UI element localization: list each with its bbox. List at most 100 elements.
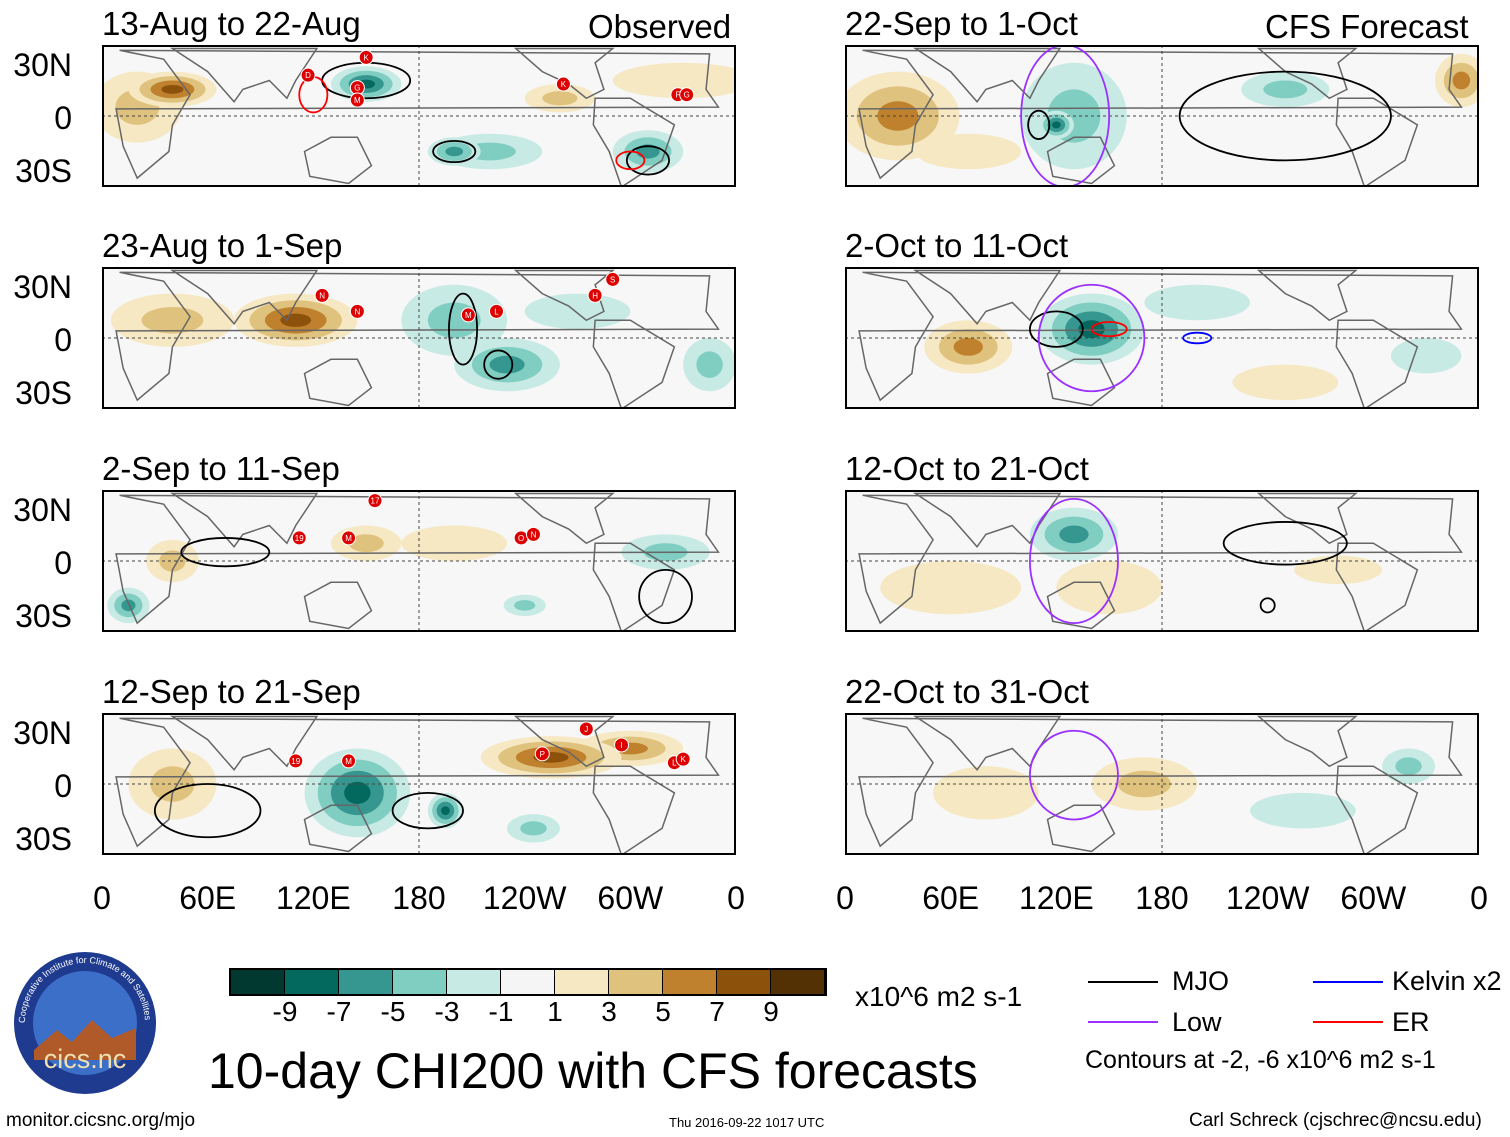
- mjo-contour: [625, 145, 670, 176]
- storm-marker: L: [488, 303, 504, 319]
- anomaly-patch: [441, 806, 450, 816]
- storm-marker: N: [314, 287, 330, 303]
- coastline: [1046, 136, 1116, 185]
- latitude-label: 0: [54, 322, 72, 358]
- longitude-label: 0: [1470, 880, 1488, 916]
- latitude-label: 30S: [15, 821, 72, 857]
- coastline: [858, 49, 1463, 180]
- storm-label: M: [345, 757, 352, 766]
- storm-label: L: [494, 307, 499, 316]
- storm-marker: O: [513, 530, 529, 546]
- storm-label: 19: [291, 757, 300, 766]
- er-contour: [298, 76, 329, 114]
- anomaly-patch: [1250, 792, 1356, 829]
- storm-marker: M: [460, 307, 476, 323]
- colorbar-swatch: [339, 970, 393, 994]
- low-legend-label: Low: [1172, 1007, 1222, 1037]
- coastline: [115, 49, 720, 180]
- low-contour: [1020, 47, 1111, 185]
- storm-label: 17: [371, 497, 380, 506]
- mjo-contour: [1178, 70, 1392, 162]
- low-contour: [1037, 283, 1146, 393]
- colorbar-swatch: [231, 970, 285, 994]
- coastline: [303, 136, 373, 185]
- storm-marker: 19: [291, 530, 307, 546]
- colorbar-tick-label: -7: [326, 996, 352, 1027]
- coastline: [1256, 715, 1358, 768]
- storm-label: J: [584, 725, 588, 734]
- storm-marker: N: [525, 526, 541, 542]
- storm-label: S: [610, 275, 615, 284]
- storm-marker: M: [349, 92, 365, 108]
- anomaly-patch: [1390, 338, 1462, 374]
- anomaly-patch: [1056, 561, 1162, 615]
- panel-title: 22-Oct to 31-Oct: [845, 673, 1089, 710]
- longitude-label: 120W: [482, 880, 567, 916]
- source-url[interactable]: monitor.cicsnc.org/mjo: [6, 1110, 196, 1131]
- coastline: [1335, 542, 1419, 630]
- longitude-label: 60W: [597, 880, 664, 916]
- storm-label: D: [305, 71, 311, 80]
- anomaly-patch: [542, 91, 578, 106]
- storm-label: G: [354, 84, 360, 93]
- low-contour: [1029, 729, 1119, 821]
- latitude-label: 0: [54, 545, 72, 581]
- coastline: [303, 358, 373, 407]
- coastline: [1046, 804, 1116, 853]
- latitude-label: 30S: [15, 598, 72, 634]
- storm-label: 19: [295, 534, 304, 543]
- mjo-contour: [391, 791, 464, 830]
- colorbar-tick-label: 5: [655, 996, 671, 1027]
- latitude-label: 0: [54, 100, 72, 136]
- kelvin-legend-line: [1313, 981, 1383, 983]
- longitude-label: 180: [1135, 880, 1189, 916]
- anomaly-patch: [161, 84, 184, 94]
- coastline: [858, 494, 1463, 625]
- colorbar-swatch: [771, 970, 825, 994]
- map-panel: N N M L H S: [102, 267, 736, 409]
- anomaly-patch: [524, 293, 631, 330]
- coastline: [1046, 358, 1116, 407]
- mjo-contour: [1027, 109, 1051, 140]
- longitude-label: 0: [93, 880, 111, 916]
- longitude-label: 180: [392, 880, 446, 916]
- contour-note: Contours at -2, -6 x10^6 m2 s-1: [1085, 1046, 1436, 1074]
- storm-label: M: [465, 311, 472, 320]
- coastline: [169, 269, 319, 326]
- coastline: [1335, 97, 1419, 185]
- panel-title: 2-Sep to 11-Sep: [102, 450, 340, 487]
- coastline: [592, 319, 676, 407]
- colorbar-tick-label: -3: [434, 996, 460, 1027]
- mjo-legend-label: MJO: [1172, 966, 1229, 996]
- coastline: [513, 715, 615, 768]
- storm-marker: 19: [288, 753, 304, 769]
- colorbar-tick-label: 1: [547, 996, 563, 1027]
- anomaly-patch: [514, 600, 536, 611]
- longitude-label: 60W: [1340, 880, 1407, 916]
- anomaly-patch: [933, 766, 1039, 820]
- coastline: [1256, 47, 1358, 100]
- figure-title: 10-day CHI200 with CFS forecasts: [208, 1043, 978, 1099]
- map-panel: 19 M 17 O N: [102, 490, 736, 632]
- anomaly-patch: [401, 525, 508, 561]
- storm-label: K: [363, 53, 369, 62]
- colorbar-tick-label: -9: [272, 996, 298, 1027]
- storm-marker: D: [300, 67, 316, 83]
- mjo-contour: [1259, 597, 1276, 614]
- mjo-contour: [1029, 310, 1084, 348]
- storm-marker: S: [605, 271, 621, 287]
- logo-text: cics.nc: [44, 1044, 127, 1074]
- panel-title: 12-Sep to 21-Sep: [102, 673, 361, 710]
- map-panel: [845, 490, 1479, 632]
- coastline: [858, 717, 1463, 848]
- storm-marker: K: [358, 49, 374, 65]
- anomaly-patch: [696, 351, 723, 378]
- storm-label: P: [540, 750, 545, 759]
- storm-label: F: [675, 91, 680, 100]
- er-legend-line: [1313, 1021, 1383, 1023]
- storm-label: I: [620, 741, 622, 750]
- anomaly-patch: [1117, 770, 1171, 798]
- storm-marker: 17: [367, 493, 383, 509]
- storm-marker: K: [675, 751, 691, 767]
